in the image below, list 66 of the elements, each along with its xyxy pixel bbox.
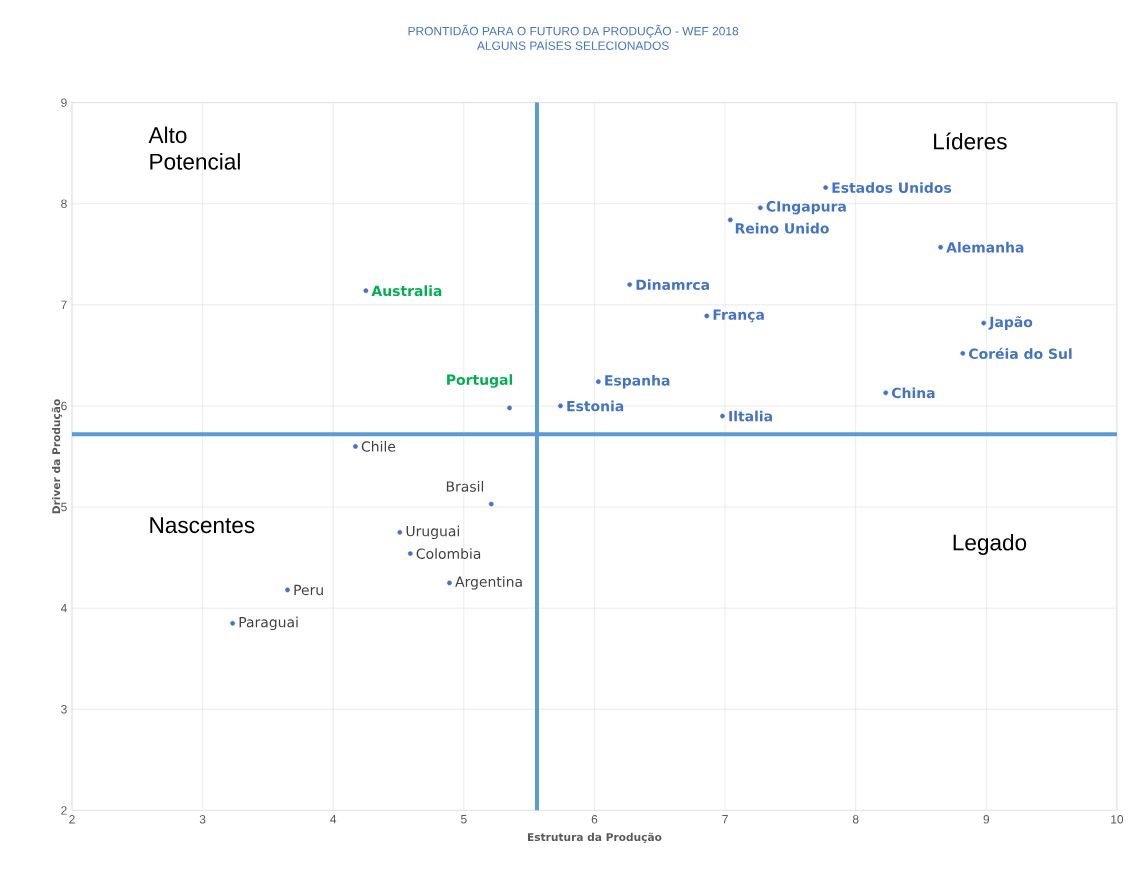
data-label: CIngapura — [766, 200, 846, 215]
data-label: China — [892, 387, 935, 399]
point — [595, 379, 601, 384]
data-label: Japão — [988, 316, 1033, 330]
data-label: Colombia — [416, 548, 481, 559]
data-label: Paraguai — [239, 616, 298, 630]
x-tick-label: 8 — [852, 814, 859, 824]
annotation: Líderes — [934, 132, 1007, 150]
point — [397, 529, 403, 535]
annotation: Nascentes — [150, 517, 255, 533]
data-label: França — [713, 309, 764, 323]
point — [704, 313, 710, 319]
data-label: Iltalia — [729, 410, 772, 422]
x-axis-title: Estrutura da Produção — [527, 832, 662, 843]
point — [757, 205, 763, 210]
data-label: Brasil — [446, 480, 484, 492]
x-tick-label: 5 — [460, 814, 467, 824]
data-label: Portugal — [447, 374, 513, 388]
point — [230, 620, 236, 626]
x-tick-label: 4 — [330, 814, 337, 824]
data-label: Argentina — [455, 575, 522, 590]
point — [353, 443, 358, 449]
point — [823, 184, 829, 190]
point — [447, 580, 452, 586]
y-tick-label: 5 — [61, 502, 67, 512]
x-tick-label: 10 — [1111, 814, 1124, 824]
x-tick-label: 2 — [69, 814, 75, 824]
point — [883, 390, 889, 396]
point — [507, 405, 512, 411]
data-label: Peru — [294, 584, 323, 595]
point — [407, 550, 413, 556]
point — [488, 501, 494, 507]
x-tick-label: 3 — [199, 814, 206, 824]
x-tick-label: 6 — [591, 814, 598, 824]
point — [960, 350, 966, 356]
data-label: Estonia — [567, 400, 624, 412]
data-label: Australia — [371, 285, 442, 296]
data-label: Estados Unidos — [832, 182, 952, 193]
data-label: Coréia do Sul — [969, 347, 1072, 359]
annotation: Alto Potencial — [148, 126, 240, 170]
point — [938, 244, 943, 250]
data-label: Uruguai — [406, 525, 459, 539]
y-tick-label: 2 — [61, 806, 67, 815]
data-label: Alemanha — [946, 241, 1024, 253]
y-tick-label: 6 — [61, 401, 67, 411]
x-tick-label: 9 — [983, 814, 990, 824]
chart-subtitle: ALGUNS PAÍSES SELECIONADOS — [476, 39, 669, 50]
data-label: Dinamrca — [636, 279, 709, 290]
y-tick-label: 4 — [60, 603, 67, 613]
data-label: Reino Unido — [735, 222, 829, 234]
point — [285, 587, 290, 593]
point — [727, 217, 733, 223]
point — [720, 413, 725, 419]
point — [363, 288, 369, 293]
chart-title: PRONTIDÃO PARA O FUTURO DA PRODUÇÃO - WEF 2018 — [408, 24, 739, 38]
y-tick-label: 3 — [61, 704, 67, 714]
data-label: Espanha — [605, 374, 670, 389]
point — [627, 282, 633, 287]
y-tick-label: 7 — [61, 300, 67, 309]
point — [558, 403, 563, 409]
annotation: Legado — [953, 533, 1027, 555]
y-tick-label: 8 — [61, 199, 67, 208]
y-tick-label: 9 — [61, 98, 67, 107]
x-tick-label: 7 — [722, 814, 728, 824]
point — [981, 320, 987, 326]
data-label: Chile — [361, 440, 396, 452]
